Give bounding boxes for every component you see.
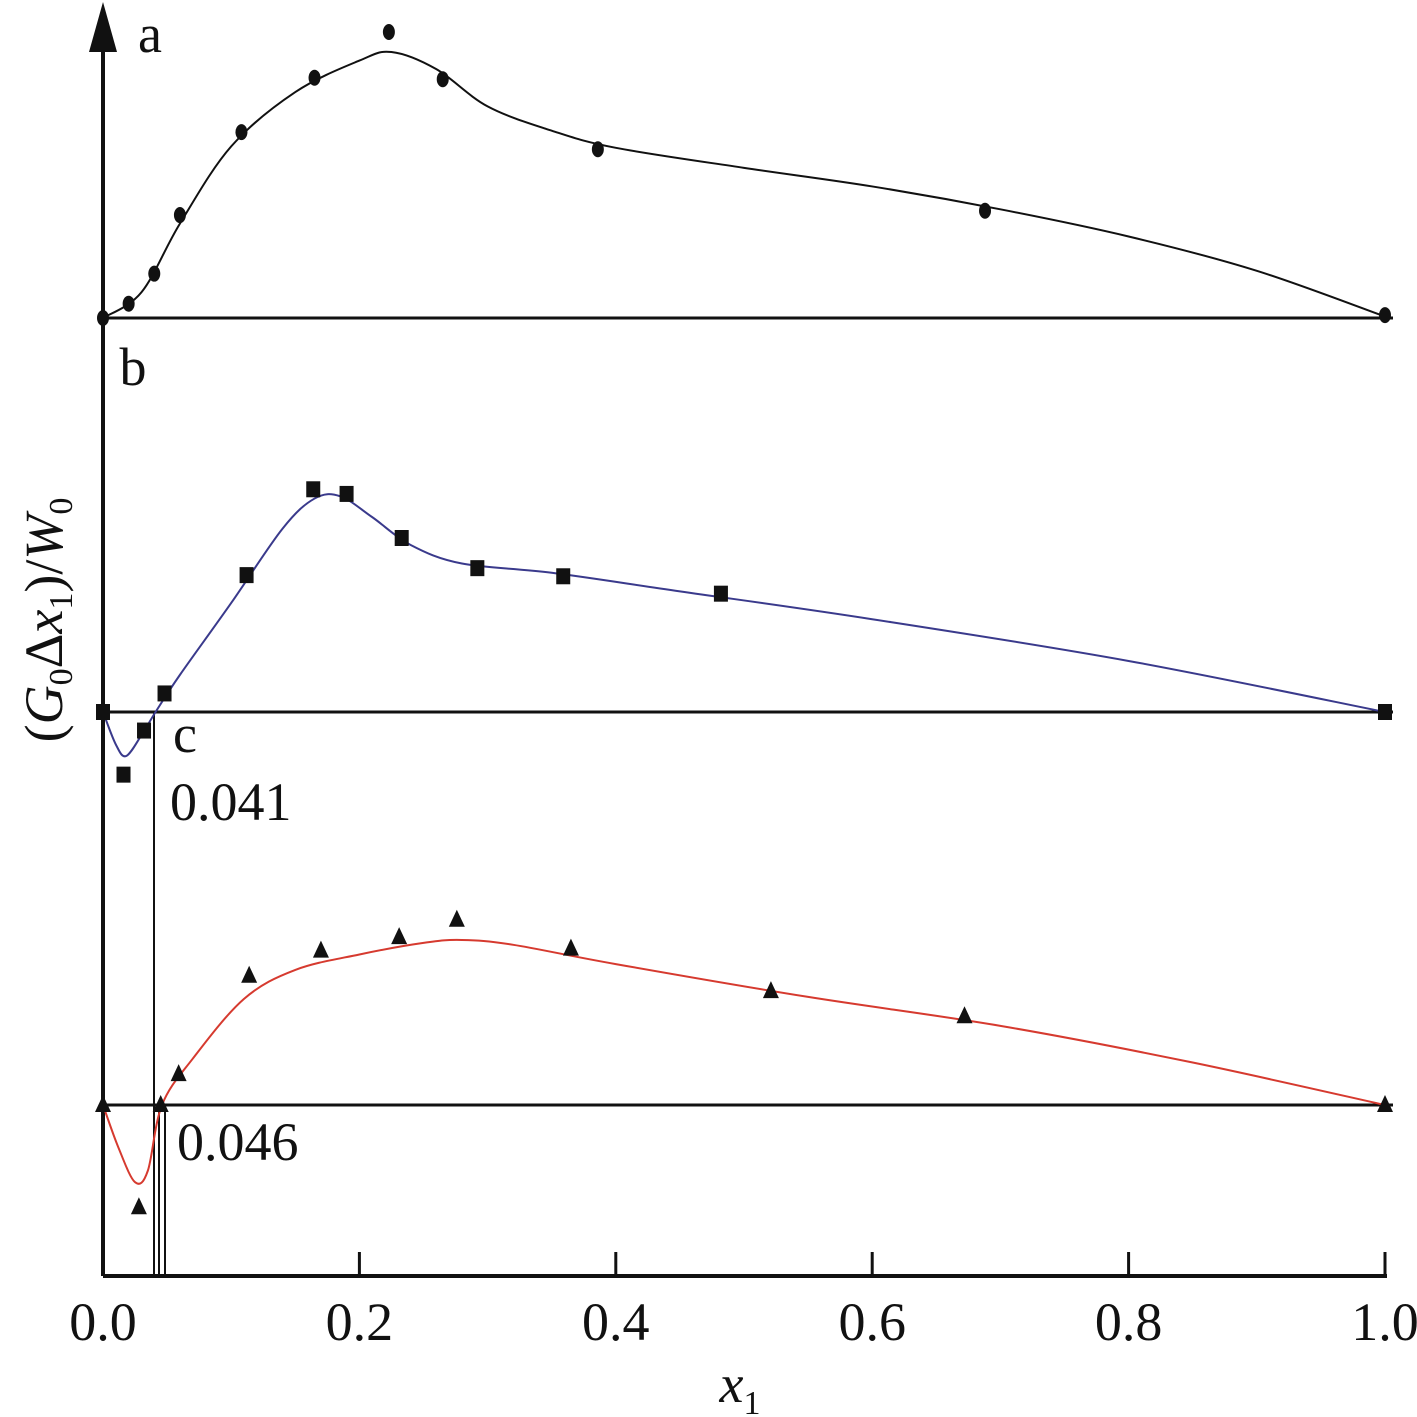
data-point: [556, 568, 571, 585]
data-point: [436, 71, 449, 88]
data-point: [470, 560, 485, 577]
annotation-0041: 0.041: [170, 772, 292, 832]
series-line: [102, 50, 1386, 319]
data-point: [591, 141, 604, 158]
x-tick-label: 0.6: [838, 1292, 906, 1352]
panel-label-b: b: [120, 337, 147, 397]
panel-b: b: [96, 337, 1393, 783]
x-axis-title: x1: [719, 1354, 761, 1417]
y-axis-arrow: [89, 2, 117, 52]
data-point: [137, 722, 152, 739]
data-point: [152, 1095, 169, 1112]
data-point: [308, 69, 321, 86]
data-point: [1379, 307, 1391, 324]
data-point: [306, 481, 321, 498]
data-point: [241, 965, 258, 983]
series-line: [102, 938, 1386, 1185]
data-point: [116, 766, 131, 783]
data-point: [173, 207, 186, 224]
data-point: [713, 585, 728, 602]
data-point: [122, 295, 135, 312]
annotation-0046: 0.046: [177, 1112, 299, 1172]
data-point: [239, 567, 254, 584]
data-point: [130, 1197, 147, 1215]
data-point: [148, 265, 161, 282]
data-point: [1378, 704, 1392, 720]
data-point: [979, 202, 992, 219]
data-point: [235, 124, 248, 141]
x-tick-label: 0.0: [69, 1292, 137, 1352]
data-point: [562, 938, 579, 956]
data-point: [956, 1006, 973, 1024]
data-point: [312, 940, 329, 958]
panels: a b c: [95, 4, 1393, 1215]
data-point: [391, 927, 408, 945]
data-point: [95, 1095, 111, 1112]
data-point: [96, 704, 110, 720]
data-point: [394, 530, 409, 546]
axes: 0.0 0.2 0.4 0.6 0.8 1.0 0.041 0.046: [69, 2, 1417, 1352]
series-line: [102, 493, 1386, 758]
x-tick-label: 0.4: [582, 1292, 650, 1352]
data-point: [382, 24, 395, 40]
panel-c: c: [95, 704, 1393, 1215]
data-point: [448, 909, 465, 927]
x-tick-label: 0.8: [1095, 1292, 1163, 1352]
panel-label-a: a: [138, 4, 162, 64]
x-tick-label: 0.2: [326, 1292, 394, 1352]
panel-a: a: [97, 4, 1393, 326]
panel-label-c: c: [173, 704, 197, 764]
data-point: [762, 981, 779, 999]
data-point: [1377, 1095, 1393, 1112]
data-point: [170, 1064, 187, 1082]
x-tick-label: 1.0: [1351, 1292, 1417, 1352]
data-point: [339, 485, 354, 502]
y-axis-title: (G0Δx1)/W0: [14, 498, 80, 743]
data-point: [157, 685, 172, 702]
data-point: [97, 310, 109, 326]
